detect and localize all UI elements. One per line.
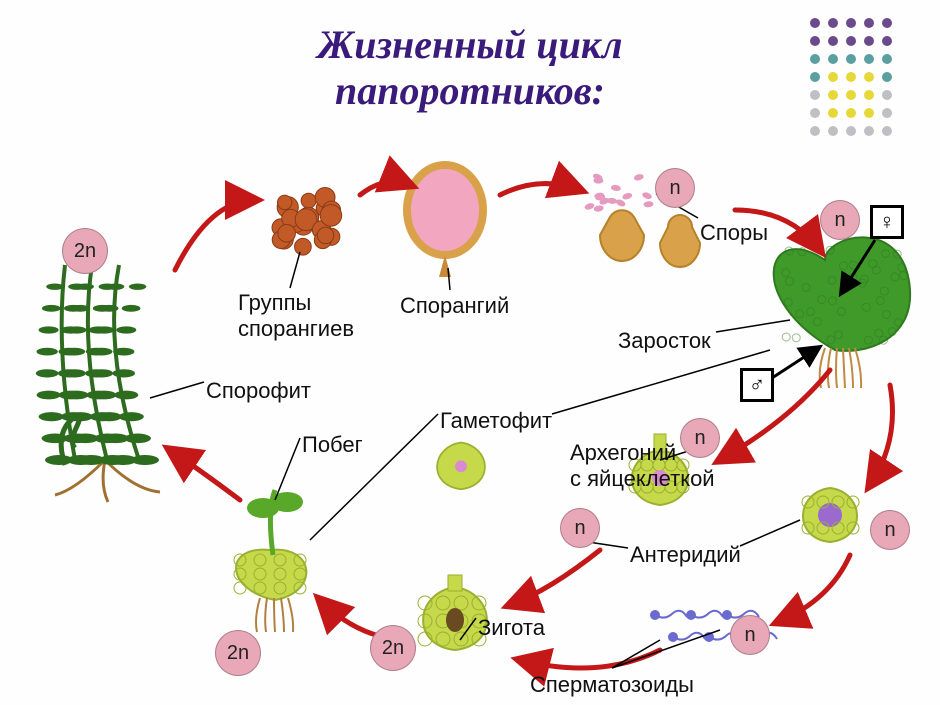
decoration-dot (846, 72, 856, 82)
ploidy-badge-b7: n (730, 615, 770, 655)
page-title: Жизненный цикл папоротников: (317, 22, 622, 114)
label-sporophyte: Спорофит (206, 378, 311, 404)
ploidy-badge-b4: n (680, 418, 720, 458)
decoration-dot (846, 90, 856, 100)
label-sori-group: Группы спорангиев (238, 290, 354, 342)
symbol-female: ♀ (870, 205, 904, 239)
label-shoot: Побег (302, 432, 363, 458)
decoration-dot (810, 126, 820, 136)
decoration-dot (846, 126, 856, 136)
label-prothallus: Заросток (618, 328, 711, 354)
decoration-dot (810, 54, 820, 64)
decoration-dot (864, 108, 874, 118)
decoration-dot (828, 54, 838, 64)
decoration-dot (828, 72, 838, 82)
decoration-dot (810, 36, 820, 46)
decoration-dot (828, 126, 838, 136)
decoration-dot (864, 90, 874, 100)
decoration-dot (882, 36, 892, 46)
symbol-male: ♂ (740, 368, 774, 402)
decoration-dot (828, 90, 838, 100)
title-line1: Жизненный цикл (317, 22, 622, 68)
decoration-dot (846, 18, 856, 28)
decoration-dot (828, 36, 838, 46)
label-zygote: Зигота (478, 615, 545, 641)
decoration-dot (864, 54, 874, 64)
decoration-dot (882, 72, 892, 82)
decoration-dot (828, 108, 838, 118)
ploidy-badge-b9: 2n (215, 630, 261, 676)
ploidy-badge-b6: n (870, 510, 910, 550)
label-antheridium: Антеридий (630, 542, 741, 568)
decoration-dot (882, 90, 892, 100)
decoration-dot (864, 18, 874, 28)
decoration-dot (846, 54, 856, 64)
decoration-dot (882, 18, 892, 28)
label-spores: Споры (700, 220, 768, 246)
decoration-dot (882, 108, 892, 118)
decoration-dot (864, 126, 874, 136)
decoration-dot (882, 126, 892, 136)
decoration-dot (846, 108, 856, 118)
ploidy-badge-b5: n (560, 508, 600, 548)
label-gametophyte: Гаметофит (440, 408, 552, 434)
label-sporangium: Спорангий (400, 293, 509, 319)
label-sperm: Сперматозоиды (530, 672, 694, 698)
decoration-dot (846, 36, 856, 46)
decoration-dot (810, 90, 820, 100)
decoration-dot (864, 72, 874, 82)
decoration-dot (864, 36, 874, 46)
ploidy-badge-b2: n (655, 168, 695, 208)
decoration-dot (882, 54, 892, 64)
title-line2: папоротников: (317, 68, 622, 114)
decoration-dot-grid (810, 18, 896, 140)
ploidy-badge-b3: n (820, 200, 860, 240)
ploidy-badge-b1: 2n (62, 228, 108, 274)
decoration-dot (810, 18, 820, 28)
decoration-dot (810, 108, 820, 118)
ploidy-badge-b8: 2n (370, 625, 416, 671)
decoration-dot (810, 72, 820, 82)
decoration-dot (828, 18, 838, 28)
